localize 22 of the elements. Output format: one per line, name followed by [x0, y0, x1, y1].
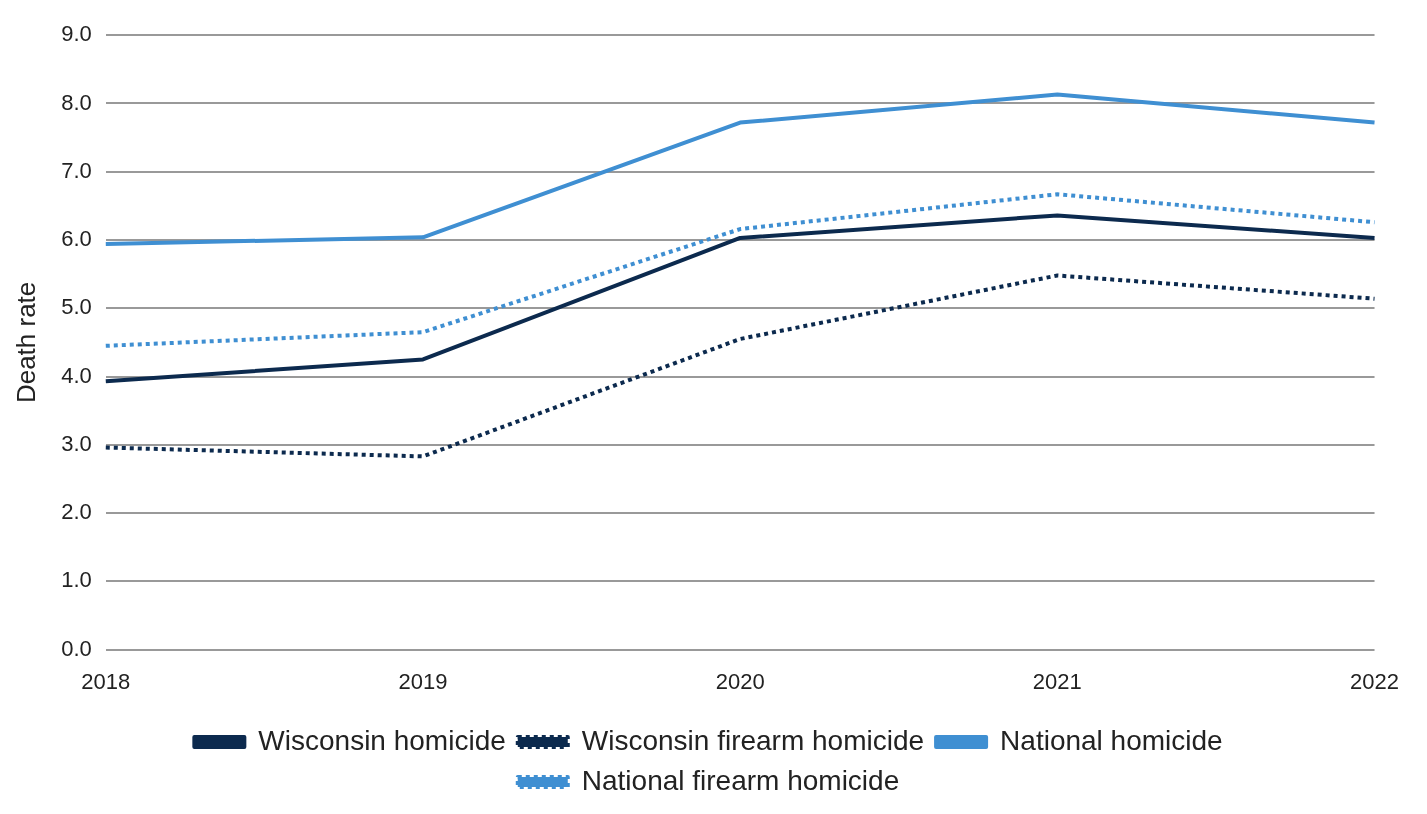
y-tick-label: 4.0 [61, 362, 92, 388]
x-tick-label: 2020 [715, 668, 765, 694]
y-axis-title: Death rate [10, 281, 41, 404]
y-tick-label: 0.0 [61, 635, 92, 661]
y-tick-label: 8.0 [61, 89, 92, 115]
x-tick-label: 2018 [81, 668, 131, 694]
y-tick-label: 1.0 [61, 567, 92, 593]
x-tick-label: 2022 [1350, 668, 1400, 694]
y-tick-label: 7.0 [61, 157, 92, 183]
line-series [103, 273, 1377, 459]
y-tick-label: 2.0 [61, 499, 92, 525]
legend-label: Wisconsin homicide [258, 724, 506, 756]
legend-label: National homicide [1000, 724, 1223, 756]
line-series [103, 192, 1377, 348]
y-tick-label: 6.0 [61, 226, 92, 252]
y-tick-label: 9.0 [61, 21, 92, 47]
y-tick-label: 3.0 [61, 430, 92, 456]
x-tick-label: 2019 [398, 668, 448, 694]
legend-label: Wisconsin firearm homicide [581, 724, 925, 756]
legend-label: National firearm homicide [581, 764, 900, 796]
x-tick-label: 2021 [1032, 668, 1082, 694]
y-tick-label: 5.0 [61, 294, 92, 320]
